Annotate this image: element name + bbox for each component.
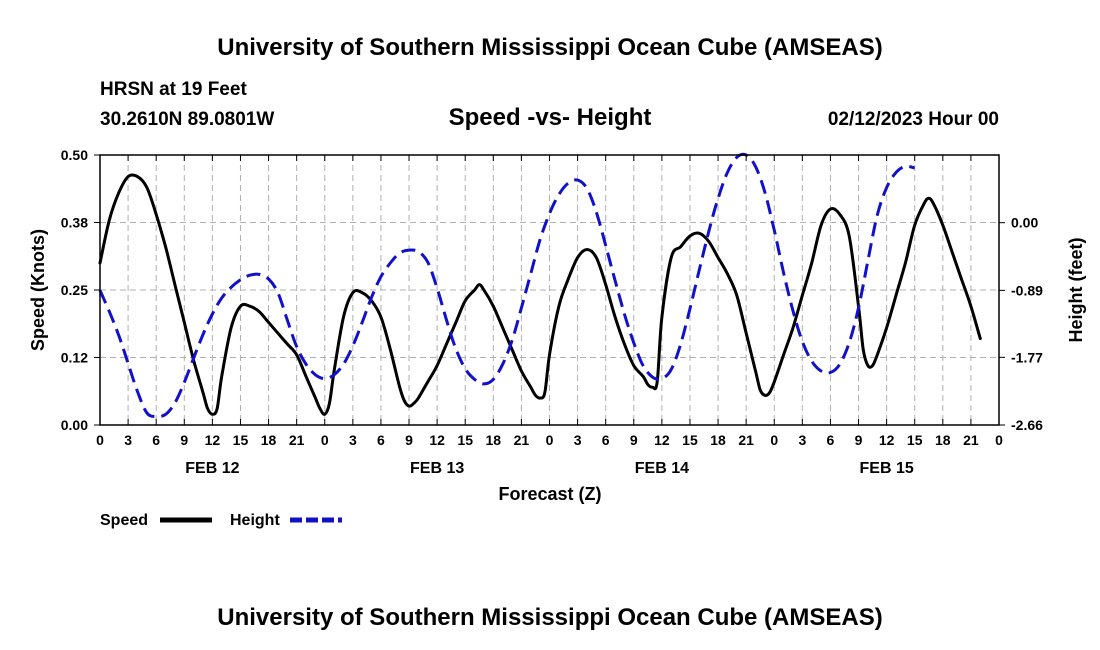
- y2-tick-label: 0.00: [1011, 215, 1038, 231]
- chart-main-title: University of Southern Mississippi Ocean…: [217, 34, 882, 61]
- tick-group: 0 3 6 9 12 15 18 21 0 3 6 9 12 15 18 21 0 3 6 9 12 15 18 21 0 3 6 9…: [61, 147, 1043, 477]
- date-label: FEB 12: [185, 460, 239, 477]
- y-tick-label: 0.25: [61, 282, 88, 298]
- x-tick-label: 0: [96, 432, 104, 448]
- x-tick-label: 6: [827, 432, 835, 448]
- x-tick-label: 6: [602, 432, 610, 448]
- y2-tick-label: -1.77: [1011, 349, 1043, 365]
- y2-tick-label: -2.66: [1011, 417, 1043, 433]
- x-axis-label: Forecast (Z): [498, 484, 601, 504]
- x-tick-label: 21: [289, 432, 305, 448]
- date-label: FEB 15: [860, 460, 914, 477]
- legend: Speed Height: [100, 512, 342, 529]
- x-tick-label: 0: [546, 432, 554, 448]
- y-tick-label: 0.00: [61, 417, 88, 433]
- x-tick-label: 0: [995, 432, 1003, 448]
- legend-speed-label: Speed: [100, 512, 148, 529]
- x-tick-label: 9: [405, 432, 413, 448]
- forecast-datetime: 02/12/2023 Hour 00: [828, 109, 999, 130]
- series-line-height: [98, 152, 916, 419]
- date-label: FEB 14: [635, 460, 689, 477]
- legend-height-label: Height: [230, 512, 280, 529]
- grid-lines: [100, 155, 999, 425]
- x-tick-label: 18: [935, 432, 951, 448]
- x-tick-label: 21: [738, 432, 754, 448]
- x-tick-label: 6: [377, 432, 385, 448]
- y2-tick-label: -0.89: [1011, 282, 1043, 298]
- series-line-speed: [98, 173, 982, 416]
- x-tick-label: 3: [574, 432, 582, 448]
- x-tick-label: 18: [486, 432, 502, 448]
- station-label: HRSN at 19 Feet: [100, 79, 247, 100]
- chart-subtitle: Speed -vs- Height: [449, 104, 652, 131]
- x-tick-label: 3: [349, 432, 357, 448]
- footer-title: University of Southern Mississippi Ocean…: [217, 604, 882, 631]
- x-tick-label: 18: [710, 432, 726, 448]
- y-tick-label: 0.50: [61, 147, 88, 163]
- x-tick-label: 18: [261, 432, 277, 448]
- x-tick-label: 3: [124, 432, 132, 448]
- y-tick-label: 0.12: [61, 350, 88, 366]
- date-label: FEB 13: [410, 460, 464, 477]
- coordinates-label: 30.2610N 89.0801W: [100, 109, 274, 130]
- x-tick-label: 15: [682, 432, 698, 448]
- x-tick-label: 15: [457, 432, 473, 448]
- x-tick-label: 9: [180, 432, 188, 448]
- x-tick-label: 9: [855, 432, 863, 448]
- x-tick-label: 15: [907, 432, 923, 448]
- x-tick-label: 21: [963, 432, 979, 448]
- x-tick-label: 21: [514, 432, 530, 448]
- x-tick-label: 0: [770, 432, 778, 448]
- x-tick-label: 12: [879, 432, 895, 448]
- x-tick-label: 12: [205, 432, 221, 448]
- y-tick-label: 0.38: [61, 215, 88, 231]
- x-tick-label: 0: [321, 432, 329, 448]
- series-group: [98, 152, 982, 419]
- x-tick-label: 3: [798, 432, 806, 448]
- x-tick-label: 12: [654, 432, 670, 448]
- x-tick-label: 9: [630, 432, 638, 448]
- x-tick-label: 12: [429, 432, 445, 448]
- y2-axis-label: Height (feet): [1066, 238, 1086, 343]
- x-tick-label: 15: [233, 432, 249, 448]
- x-tick-label: 6: [152, 432, 160, 448]
- y-axis-label: Speed (Knots): [28, 229, 48, 351]
